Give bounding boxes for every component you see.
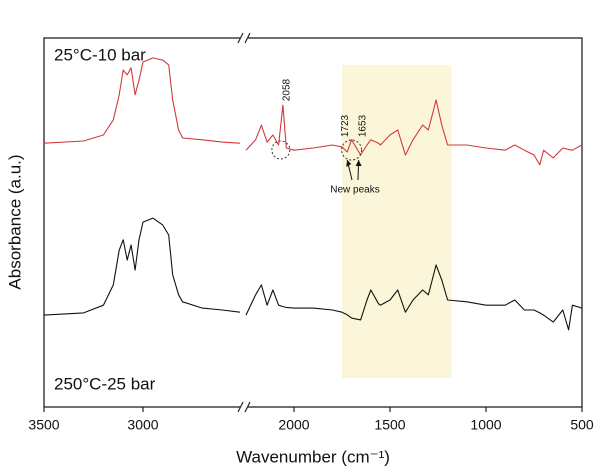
annotation: 1653 — [357, 114, 368, 137]
x-tick-label: 500 — [570, 417, 594, 433]
axis-break-gap — [240, 404, 248, 410]
y-axis-label: Absorbance (a.u.) — [5, 154, 24, 289]
legend-label: 250°C-25 bar — [54, 374, 156, 393]
annotation: 1723 — [340, 114, 351, 137]
highlight-region — [342, 65, 452, 378]
annotation: 2058 — [282, 78, 293, 101]
axis-break-gap — [240, 35, 248, 41]
axis-break-mark — [244, 32, 251, 44]
arrow-head — [346, 160, 352, 167]
spectrum-line — [43, 57, 241, 144]
spectrum-line — [245, 264, 583, 331]
x-tick-label: 1000 — [470, 417, 501, 433]
spectrum-line — [245, 99, 583, 166]
x-tick-label: 2000 — [278, 417, 309, 433]
peak-circle — [271, 140, 291, 160]
axis-break-mark — [237, 401, 244, 413]
axis-break-mark — [237, 32, 244, 44]
x-tick-label: 3500 — [28, 417, 59, 433]
x-tick-label: 3000 — [127, 417, 158, 433]
x-axis-label: Wavenumber (cm⁻¹) — [236, 447, 390, 466]
annotation: New peaks — [330, 185, 379, 196]
spectrum-line — [43, 217, 241, 316]
axis-break-mark — [244, 401, 251, 413]
plot-frame — [43, 37, 583, 408]
peak-circle — [341, 139, 363, 161]
legend-label: 25°C-10 bar — [54, 45, 146, 64]
x-tick-label: 1500 — [374, 417, 405, 433]
arrow-head — [355, 160, 362, 166]
